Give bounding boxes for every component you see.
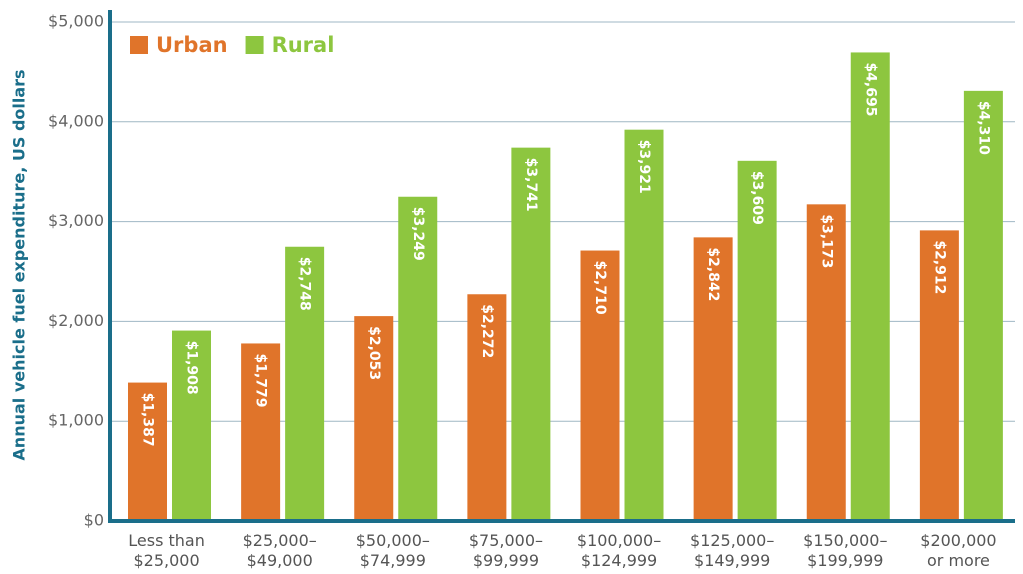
y-tick-label: $3,000: [48, 211, 104, 230]
y-axis-label: Annual vehicle fuel expenditure, US doll…: [10, 69, 29, 460]
x-tick-label: $125,000– $149,999: [690, 531, 774, 570]
value-label: $2,272: [479, 304, 495, 358]
legend-swatch: [245, 36, 264, 54]
bar: [241, 343, 281, 521]
x-tick-label: Less than $25,000: [128, 531, 205, 570]
value-label: $2,748: [297, 257, 313, 311]
bar: [467, 294, 507, 521]
value-label: $2,710: [592, 261, 608, 315]
bar: [737, 160, 777, 522]
bar: [128, 382, 167, 521]
x-tick-label: $200,000 or more: [920, 531, 996, 570]
value-label: $2,842: [705, 247, 721, 301]
value-label: $1,779: [253, 353, 269, 407]
bar: [806, 204, 846, 521]
bar: [693, 237, 733, 521]
value-label: $2,053: [366, 326, 382, 380]
value-label: $3,741: [523, 158, 539, 212]
bar: [850, 52, 890, 522]
x-tick-label: $150,000– $199,999: [803, 531, 887, 570]
bar: [511, 147, 551, 521]
bar: [172, 330, 211, 521]
legend-label: Urban: [156, 33, 228, 57]
y-tick-label: $5,000: [48, 12, 104, 31]
value-label: $3,173: [818, 214, 834, 268]
value-label: $4,695: [862, 62, 878, 116]
x-tick-label: $100,000– $124,999: [577, 531, 661, 570]
y-tick-label: $4,000: [48, 111, 104, 130]
value-label: $2,912: [931, 240, 947, 294]
x-tick-label: $50,000– $74,999: [356, 531, 430, 570]
y-tick-label: $0: [84, 511, 104, 530]
value-label: $1,908: [184, 341, 200, 395]
y-tick-label: $2,000: [48, 311, 104, 330]
bar: [919, 230, 959, 522]
value-label: $1,387: [140, 393, 156, 447]
bar: [624, 129, 664, 521]
legend-swatch: [130, 36, 148, 54]
bar: [398, 196, 438, 521]
bar: [963, 90, 1003, 521]
bar: [580, 250, 620, 522]
x-tick-label: $75,000– $99,999: [469, 531, 543, 570]
value-label: $4,310: [975, 101, 991, 155]
value-label: $3,249: [410, 207, 426, 261]
y-tick-label: $1,000: [48, 411, 104, 430]
value-label: $3,609: [749, 171, 765, 225]
legend-label: Rural: [272, 33, 335, 57]
bar: [354, 316, 394, 521]
value-label: $3,921: [636, 140, 652, 194]
x-tick-label: $25,000– $49,000: [243, 531, 317, 570]
bar: [285, 246, 325, 521]
